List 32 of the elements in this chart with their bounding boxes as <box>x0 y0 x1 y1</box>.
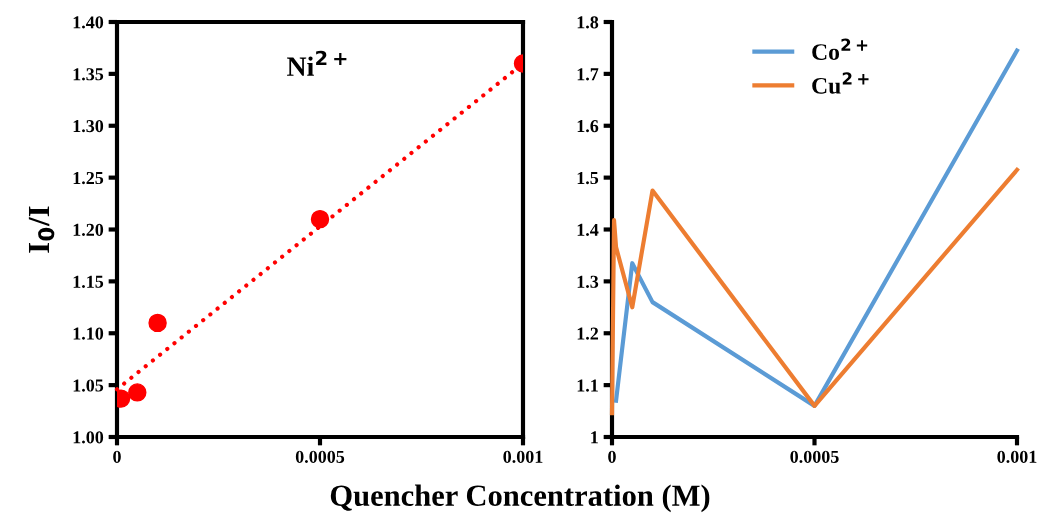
x-tick-label: 0 <box>608 450 616 463</box>
y-tick-label: 1.25 <box>73 171 104 185</box>
y-tick-label: 1.2 <box>577 327 599 340</box>
x-tick-label: 0 <box>113 450 121 463</box>
y-tick-label: 1.6 <box>577 120 599 133</box>
y-tick-label: 1.00 <box>73 431 104 444</box>
annotation: Ni$^{2+}$ <box>287 50 347 76</box>
y-tick-label: 1.7 <box>577 68 599 81</box>
x-tick-label: 0.0005 <box>790 450 839 463</box>
y-tick-label: 1.05 <box>73 379 104 392</box>
y-tick-label: 1.20 <box>73 223 104 237</box>
y-tick-label: 1 <box>591 431 598 444</box>
y-tick-label: 1.30 <box>73 120 104 133</box>
x-tick-label: 0.0005 <box>295 450 345 463</box>
legend-label: Co$^{2+}$ <box>812 38 868 60</box>
x-tick-label: 0.001 <box>997 450 1037 463</box>
point <box>128 383 147 402</box>
y-axis-title: I$_{0}$/I <box>28 206 55 253</box>
y-tick-label: 1.8 <box>577 16 599 29</box>
y-tick-label: 1.35 <box>73 68 104 81</box>
y-tick-label: 1.5 <box>577 171 599 185</box>
y-tick-label: 1.40 <box>73 16 104 29</box>
y-tick-label: 1.1 <box>577 379 598 392</box>
line-series <box>609 167 1020 416</box>
y-tick-label: 1.10 <box>73 327 104 340</box>
y-tick-label: 1.4 <box>577 223 599 237</box>
point <box>148 313 167 333</box>
y-tick-label: 1.3 <box>577 275 599 288</box>
legend-label: Cu$^{2+}$ <box>812 72 869 94</box>
y-tick-label: 1.15 <box>73 275 104 288</box>
x-axis-title: Quencher Concentration (M) <box>330 484 710 513</box>
x-tick-label: 0.001 <box>503 450 543 463</box>
